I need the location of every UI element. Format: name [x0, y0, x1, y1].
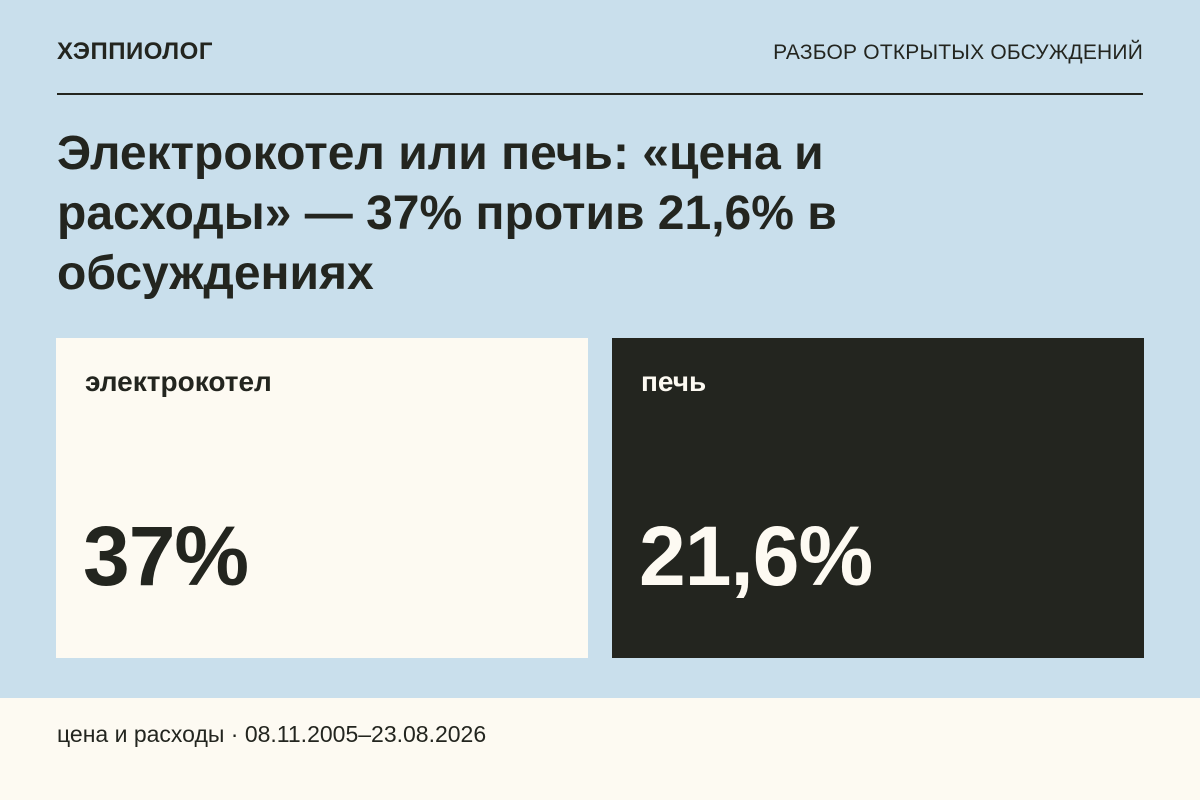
footer-bar: цена и расходы · 08.11.2005–23.08.2026	[0, 698, 1200, 800]
stat-card-stove: печь 21,6%	[612, 338, 1144, 658]
brand-name: ХЭППИОЛОГ	[57, 38, 213, 65]
header-divider	[57, 93, 1143, 95]
stat-card-electric-boiler: электрокотел 37%	[56, 338, 588, 658]
stat-card-label: печь	[641, 366, 707, 397]
section-label: РАЗБОР ОТКРЫТЫХ ОБСУЖДЕНИЙ	[773, 41, 1143, 64]
page-title: Электрокотел или печь: «цена и расходы» …	[57, 127, 837, 300]
stat-card-label: электрокотел	[85, 366, 272, 397]
stat-card-value: 21,6%	[639, 509, 873, 603]
stat-card-value: 37%	[83, 509, 249, 603]
footer-caption: цена и расходы · 08.11.2005–23.08.2026	[57, 721, 487, 747]
